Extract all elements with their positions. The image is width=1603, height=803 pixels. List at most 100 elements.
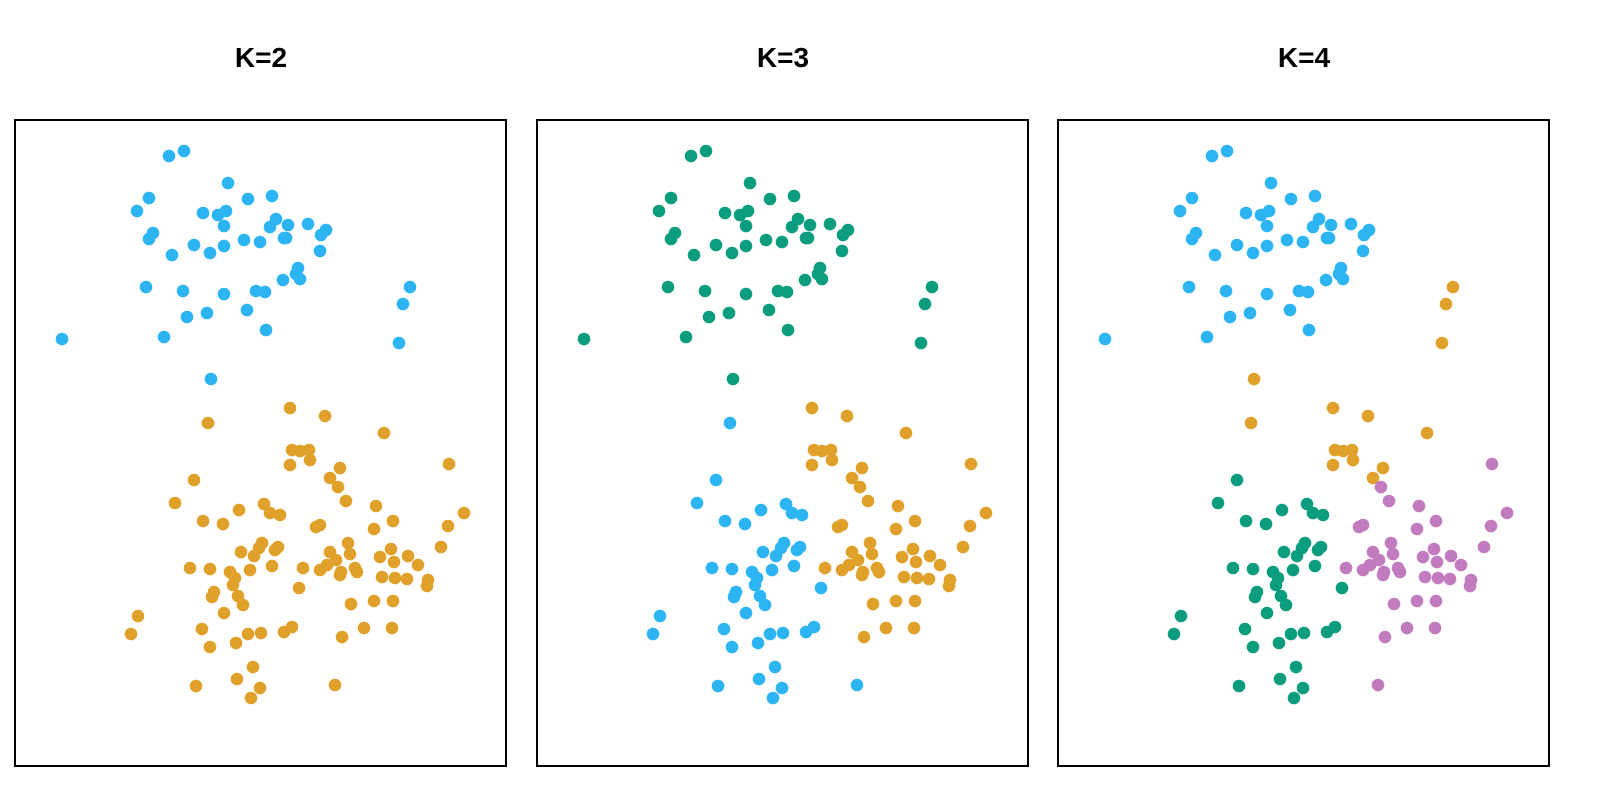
data-point-k2-cluster-2-41: [271, 540, 285, 554]
data-point-k4-cluster-4-11: [1339, 561, 1353, 575]
data-point-k3-cluster-2-37: [768, 660, 782, 674]
data-point-k2-cluster-2-74: [124, 627, 138, 641]
data-point-k4-cluster-3-3: [1259, 517, 1273, 531]
data-point-k2-cluster-1-4: [221, 176, 235, 190]
data-point-k3-cluster-3-12: [964, 457, 978, 471]
data-point-k3-cluster-2-25: [758, 598, 772, 612]
data-point-k2-cluster-2-59: [401, 549, 415, 563]
points-k3: [577, 144, 993, 705]
data-point-k2-cluster-2-90: [328, 678, 342, 692]
data-point-k3-cluster-2-36: [751, 636, 765, 650]
data-point-k3-cluster-2-38: [752, 672, 766, 686]
data-point-k2-cluster-2-31: [203, 562, 217, 576]
data-point-k3-cluster-3-25: [851, 553, 865, 567]
data-point-k2-cluster-2-19: [196, 514, 210, 528]
data-point-k4-cluster-4-35: [1378, 630, 1392, 644]
data-point-k2-cluster-2-39: [243, 563, 257, 577]
data-point-k4-cluster-3-2: [1239, 514, 1253, 528]
data-point-k4-cluster-4-27: [1444, 549, 1458, 563]
data-point-k2-cluster-1-14: [203, 246, 217, 260]
data-point-k2-cluster-1-12: [165, 248, 179, 262]
data-point-k4-cluster-1-17: [1280, 233, 1294, 247]
data-point-k3-cluster-2-6: [779, 497, 793, 511]
data-point-k2-cluster-2-81: [357, 621, 371, 635]
data-point-k4-cluster-2-10: [1345, 443, 1359, 457]
data-point-k3-cluster-3-11: [861, 494, 875, 508]
data-point-k4-cluster-1-5: [1239, 206, 1253, 220]
data-point-k2-cluster-2-70: [344, 597, 358, 611]
data-point-k3-cluster-2-32: [776, 626, 790, 640]
data-point-k4-cluster-1-31: [1336, 272, 1350, 286]
data-point-k3-cluster-3-31: [872, 565, 886, 579]
data-point-k2-cluster-2-60: [411, 558, 425, 572]
data-point-k4-cluster-4-26: [1431, 571, 1445, 585]
data-point-k4-cluster-1-38: [1243, 306, 1257, 320]
data-point-k3-cluster-3-46: [879, 621, 893, 635]
data-point-k4-cluster-1-8: [1284, 192, 1298, 206]
data-point-k3-cluster-2-35: [725, 640, 739, 654]
data-point-k4-cluster-2-1: [1439, 297, 1453, 311]
data-point-k3-cluster-2-7: [785, 506, 799, 520]
data-point-k2-cluster-1-27: [313, 244, 327, 258]
data-point-k2-cluster-1-20: [269, 212, 283, 226]
data-point-k3-cluster-3-47: [907, 621, 921, 635]
data-point-k4-cluster-1-13: [1230, 238, 1244, 252]
data-point-k3-cluster-1-45: [914, 336, 928, 350]
data-point-k2-cluster-2-86: [230, 672, 244, 686]
data-point-k3-cluster-1-4: [743, 176, 757, 190]
data-point-k3-cluster-1-31: [815, 272, 829, 286]
data-point-k2-cluster-1-38: [200, 306, 214, 320]
data-point-k2-cluster-1-30: [276, 273, 290, 287]
data-point-k3-cluster-2-40: [775, 681, 789, 695]
data-point-k4-cluster-1-14: [1246, 246, 1260, 260]
data-point-k3-cluster-2-3: [718, 514, 732, 528]
data-point-k2-cluster-2-50: [341, 536, 355, 550]
data-point-k2-cluster-1-9: [265, 189, 279, 203]
data-point-k3-cluster-1-17: [759, 233, 773, 247]
data-point-k3-cluster-1-16: [739, 219, 753, 233]
data-point-k3-cluster-1-40: [781, 323, 795, 337]
data-point-k3-cluster-3-44: [908, 594, 922, 608]
data-point-k3-cluster-1-41: [679, 330, 693, 344]
data-point-k4-cluster-1-27: [1356, 244, 1370, 258]
data-point-k3-cluster-2-0: [723, 416, 737, 430]
data-point-k4-cluster-2-3: [1247, 372, 1261, 386]
data-point-k4-cluster-1-32: [1182, 280, 1196, 294]
data-point-k3-cluster-2-18: [765, 563, 779, 577]
data-point-k3-cluster-3-41: [922, 572, 936, 586]
data-point-k3-cluster-1-37: [702, 310, 716, 324]
data-point-k3-cluster-3-36: [910, 571, 924, 585]
data-point-k2-cluster-2-72: [386, 594, 400, 608]
data-point-k3-cluster-3-5: [824, 443, 838, 457]
data-point-k3-cluster-3-2: [899, 426, 913, 440]
data-point-k2-cluster-1-17: [237, 233, 251, 247]
data-point-k3-cluster-2-23: [727, 590, 741, 604]
data-point-k4-cluster-1-20: [1312, 212, 1326, 226]
data-point-k2-cluster-2-27: [367, 522, 381, 536]
data-point-k3-cluster-3-40: [942, 579, 956, 593]
data-point-k3-cluster-3-35: [909, 555, 923, 569]
chart-title-k3: K=3: [756, 42, 810, 73]
data-point-k2-cluster-2-17: [168, 496, 182, 510]
data-point-k4-cluster-2-2: [1435, 336, 1449, 350]
data-point-k2-cluster-1-40: [259, 323, 273, 337]
data-point-k4-cluster-3-13: [1277, 545, 1291, 559]
data-point-k4-cluster-1-3: [1185, 191, 1199, 205]
data-point-k3-cluster-1-38: [722, 306, 736, 320]
data-point-k4-cluster-1-22: [1324, 218, 1338, 232]
data-point-k4-cluster-4-21: [1393, 565, 1407, 579]
data-point-k2-cluster-2-30: [183, 561, 197, 575]
data-point-k4-cluster-3-20: [1308, 559, 1322, 573]
data-point-k2-cluster-1-16: [217, 219, 231, 233]
data-point-k4-cluster-4-10: [1429, 514, 1443, 528]
data-point-k3-cluster-1-12: [687, 248, 701, 262]
data-point-k2-cluster-1-37: [180, 310, 194, 324]
data-point-k2-cluster-2-47: [329, 553, 343, 567]
data-point-k3-cluster-3-37: [923, 549, 937, 563]
data-point-k3-cluster-1-27: [835, 244, 849, 258]
data-point-k3-cluster-3-45: [857, 630, 871, 644]
data-point-k4-cluster-2-11: [1326, 458, 1340, 472]
data-point-k4-cluster-1-36: [1301, 285, 1315, 299]
data-point-k2-cluster-2-57: [387, 555, 401, 569]
data-point-k4-cluster-4-9: [1412, 499, 1426, 513]
